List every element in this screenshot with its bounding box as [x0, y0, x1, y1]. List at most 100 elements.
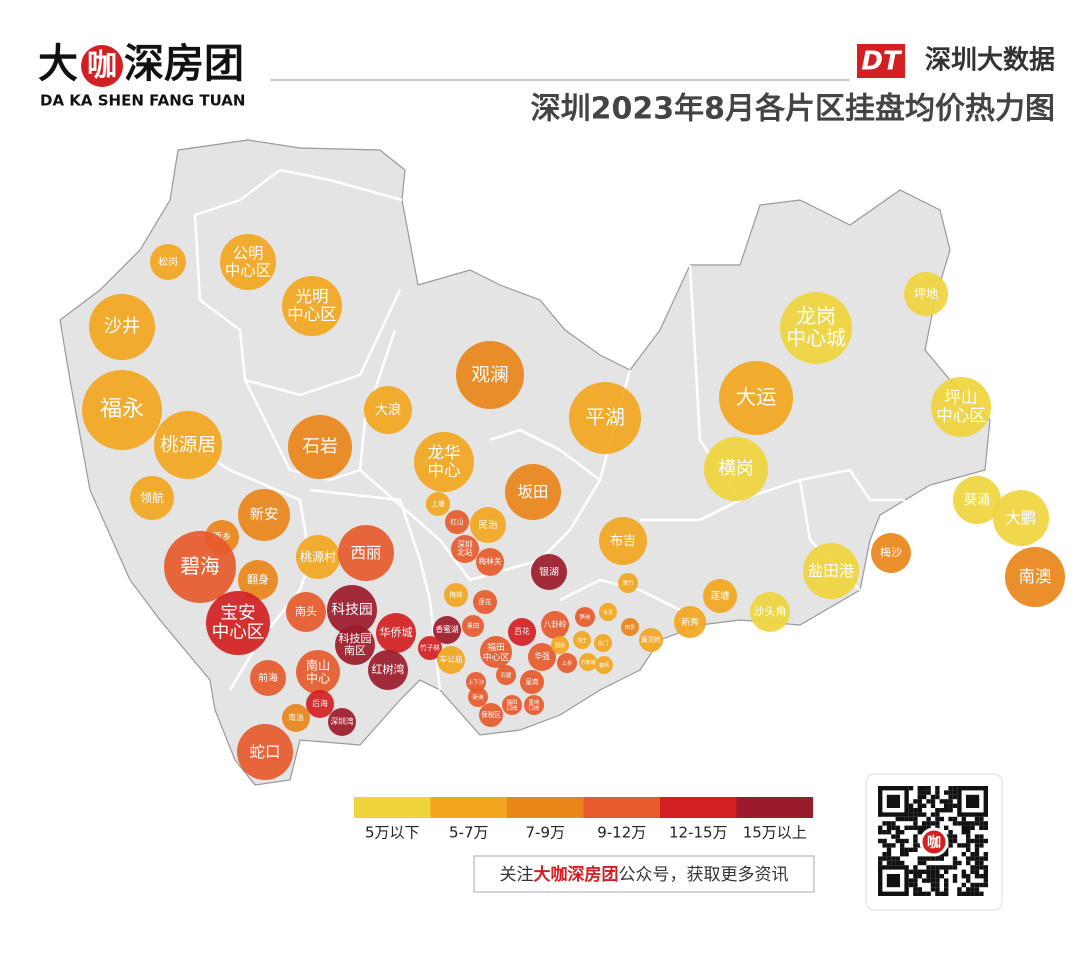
qr-cell: [908, 825, 914, 830]
logo-dot: [81, 45, 123, 87]
qr-cell: [974, 847, 980, 852]
area-label: 莲花: [478, 597, 492, 606]
area-label: 西乡: [213, 532, 232, 543]
qr-cell: [930, 812, 936, 817]
area-label: 香蜜湖: [435, 624, 458, 634]
qr-cell: [935, 816, 940, 822]
qr-cell: [935, 808, 940, 813]
area-label: 领航: [140, 490, 164, 505]
qr-cell: [882, 821, 887, 826]
area-label: 科技园南区: [339, 631, 372, 657]
qr-cell: [944, 852, 949, 857]
qr-cell: [900, 860, 905, 866]
area-bubble: [953, 476, 1001, 524]
area-bubble: [569, 382, 641, 454]
qr-cell: [948, 799, 953, 804]
qr-cell: [913, 869, 918, 874]
qr-cell: [926, 865, 931, 870]
qr-cell: [966, 891, 971, 896]
area-label: 石岩: [302, 437, 337, 457]
qr-cell: [974, 856, 980, 861]
area-label: 石厦: [500, 672, 512, 679]
qr-cell: [908, 816, 914, 822]
area-bubble: [296, 650, 340, 694]
qr-dot: [919, 827, 949, 857]
qr-cell: [913, 882, 918, 888]
qr-cell: [957, 887, 962, 892]
brand-badge-bg: [857, 44, 905, 78]
area-bubble: [368, 650, 408, 690]
qr-cell: [974, 874, 980, 879]
qr-cell: [952, 786, 958, 791]
qr-cell: [957, 860, 962, 866]
area-label: 梅林: [449, 590, 463, 599]
qr-cell: [983, 821, 988, 826]
area-label: 深圳湾: [330, 716, 353, 726]
qr-cell: [952, 834, 958, 839]
qr-finder-core: [966, 794, 980, 808]
area-label: 皇岗口岸: [528, 698, 540, 712]
area-bubble: [327, 585, 377, 635]
area-bubble: [595, 656, 613, 674]
qr-cell: [878, 860, 883, 866]
qr-cell: [922, 891, 927, 896]
qr-cell: [878, 825, 883, 830]
qr-cell: [882, 843, 887, 848]
area-label: 坪山中心区: [936, 387, 986, 424]
qr-cell: [935, 887, 940, 892]
area-label: 桃源村: [300, 549, 336, 564]
area-bubble: [579, 653, 597, 671]
area-bubble: [451, 535, 479, 563]
area-label: 景田: [467, 623, 479, 630]
area-bubble: [594, 634, 612, 652]
qr-cell: [922, 794, 927, 800]
qr-cell: [974, 882, 980, 888]
legend-swatch: [430, 797, 507, 818]
qr-cell: [926, 891, 931, 896]
area-label: 深圳北站: [457, 539, 473, 557]
area-bubble: [364, 386, 412, 434]
area-bubble: [703, 579, 737, 613]
qr-cell: [891, 825, 896, 830]
qr-cell: [930, 821, 936, 826]
area-label: 葵涌: [964, 492, 990, 508]
qr-cell: [948, 865, 953, 870]
area-label: 龙华中心: [428, 442, 461, 479]
qr-cell: [966, 821, 971, 826]
qr-cell: [922, 878, 927, 883]
qr-cell: [961, 874, 966, 879]
area-label: 南山中心: [306, 657, 330, 685]
area-label: 竹子林: [420, 643, 440, 652]
qr-cell: [913, 808, 918, 813]
qr-cell: [930, 874, 936, 879]
qr-cell: [913, 825, 918, 830]
qr-cell: [979, 825, 984, 830]
qr-cell: [935, 878, 940, 883]
area-label: 横岗: [718, 459, 753, 479]
qr-cell: [904, 816, 909, 822]
qr-cell: [895, 830, 900, 835]
qr-cell: [983, 865, 988, 870]
qr-cell: [886, 847, 892, 852]
qr-cell: [966, 874, 971, 879]
area-bubble: [621, 618, 639, 636]
qr-cell: [974, 838, 980, 844]
area-bubble: [476, 548, 504, 576]
area-bubble: [520, 670, 544, 694]
area-bubble: [719, 361, 793, 435]
qr-cell: [917, 856, 922, 861]
qr-cell: [961, 852, 966, 857]
area-bubble: [639, 628, 663, 652]
brand-badge: DT: [861, 47, 903, 77]
logo-post: 深房团: [124, 41, 244, 87]
qr-cell: [930, 887, 936, 892]
area-bubble: [288, 415, 352, 479]
area-label: 华侨城: [380, 625, 413, 639]
area-bubble: [376, 613, 416, 653]
qr-cell: [895, 825, 900, 830]
qr-cell: [939, 856, 944, 861]
qr-cell: [908, 786, 914, 791]
qr-cell: [913, 878, 918, 883]
area-bubble: [445, 510, 469, 534]
qr-cell: [983, 838, 988, 844]
